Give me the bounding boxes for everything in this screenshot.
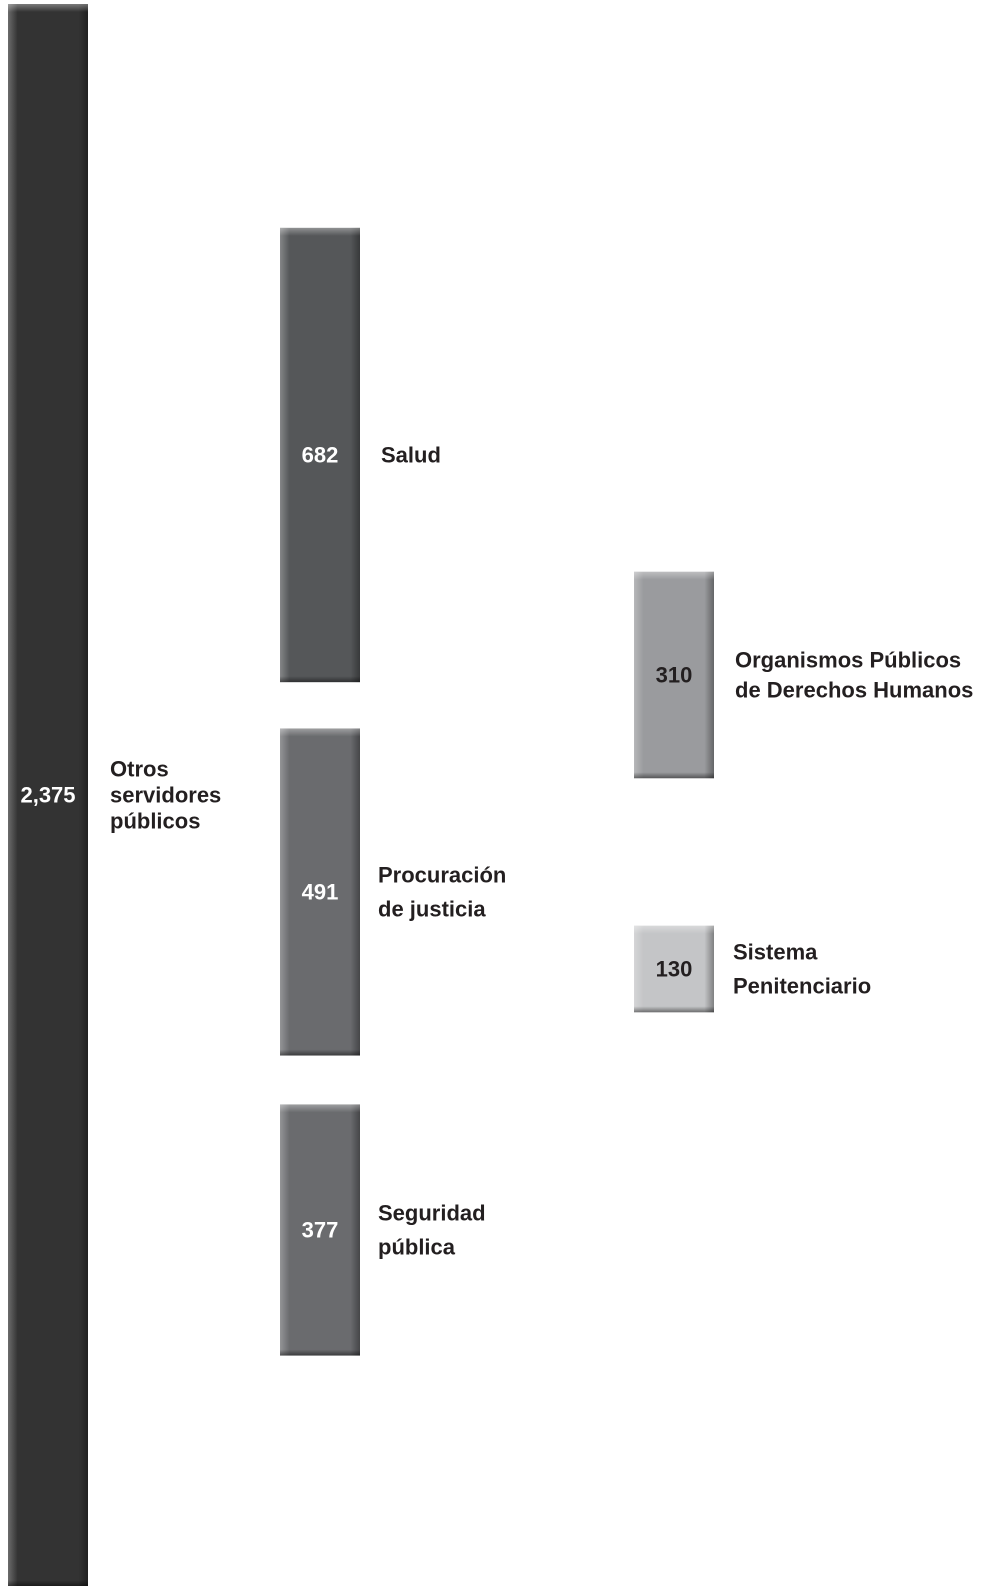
bar-value-label: 491 — [302, 880, 339, 905]
bar-group: 377 Seguridad pública — [280, 1104, 486, 1356]
bar-category-label: Seguridad — [378, 1201, 486, 1226]
bar-category-label: Procuración — [378, 863, 506, 888]
bar-value-label: 130 — [656, 957, 693, 982]
bar-value-label: 310 — [656, 663, 693, 688]
bar-value-label: 377 — [302, 1218, 339, 1243]
bar-top-bevel — [280, 1104, 360, 1113]
bar-category-label: Salud — [381, 443, 441, 468]
bar-bottom-bevel — [280, 676, 360, 683]
bar-top-bevel — [634, 925, 714, 934]
bar-top-bevel — [280, 227, 360, 236]
bar-group: 491 Procuración de justicia — [280, 728, 506, 1056]
bar-category-label: de justicia — [378, 897, 486, 922]
bar-bottom-bevel — [634, 772, 714, 779]
bar-value-label: 2,375 — [20, 783, 75, 808]
bar-top-bevel — [634, 571, 714, 580]
bar-edge-shade — [280, 1104, 360, 1356]
bar-edge-shade — [634, 571, 714, 779]
bar-group: 682 Salud — [280, 227, 441, 683]
bar-group: 130 Sistema Penitenciario — [634, 925, 871, 1013]
bar-group: 310 Organismos Públicos de Derechos Humano… — [634, 571, 973, 779]
bar-top-bevel — [280, 728, 360, 737]
bar-category-label: Otros — [110, 757, 169, 782]
bar-top-bevel — [8, 4, 88, 12]
bar-category-label: pública — [378, 1235, 456, 1260]
bar-bottom-bevel — [280, 1349, 360, 1356]
bar-bottom-bevel — [280, 1049, 360, 1056]
bar-bottom-bevel — [8, 1580, 88, 1586]
bar-edge-shade — [634, 925, 714, 1013]
bar-bottom-bevel — [634, 1006, 714, 1013]
bar-edge-shade — [280, 227, 360, 683]
bar-category-label: Organismos Públicos — [735, 648, 961, 673]
bar-category-label: Sistema — [733, 940, 818, 965]
bar-edge-shade — [280, 728, 360, 1056]
bar-category-label: Penitenciario — [733, 974, 871, 999]
bar-value-label: 682 — [302, 443, 339, 468]
bar-category-label: públicos — [110, 809, 200, 834]
bar-edge-shade — [8, 4, 88, 1586]
bar-category-label: servidores — [110, 783, 221, 808]
bar-category-label: de Derechos Humanos — [735, 678, 973, 703]
